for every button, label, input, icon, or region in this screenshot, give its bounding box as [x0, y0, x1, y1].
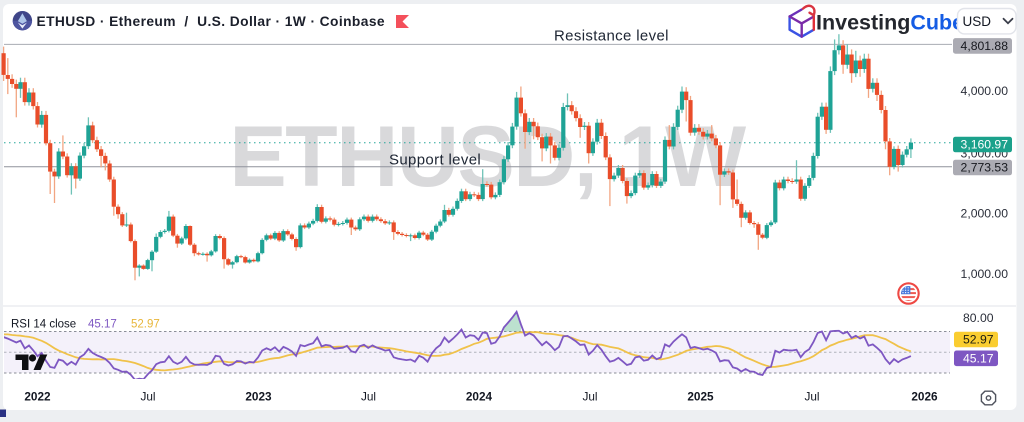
svg-text:Jul: Jul	[361, 390, 376, 404]
svg-text:3,160.97: 3,160.97	[961, 138, 1009, 152]
svg-text:52.97: 52.97	[963, 333, 994, 347]
svg-text:1,000.00: 1,000.00	[961, 267, 1009, 281]
svg-text:52.97: 52.97	[131, 319, 160, 331]
svg-text:Jul: Jul	[804, 390, 819, 404]
svg-text:Jul: Jul	[140, 390, 155, 404]
svg-text:2,000.00: 2,000.00	[961, 206, 1009, 220]
svg-text:2,773.53: 2,773.53	[961, 161, 1009, 175]
svg-text:Jul: Jul	[582, 390, 597, 404]
svg-text:2024: 2024	[466, 390, 493, 404]
svg-text:4,801.88: 4,801.88	[961, 39, 1009, 53]
svg-text:4,000.00: 4,000.00	[961, 84, 1009, 98]
svg-text:2022: 2022	[24, 390, 51, 404]
svg-text:45.17: 45.17	[963, 352, 994, 366]
svg-text:ETHUSD, 1W: ETHUSD, 1W	[229, 109, 747, 205]
svg-text:80.00: 80.00	[963, 311, 994, 325]
svg-text:USD: USD	[963, 14, 992, 29]
svg-text:RSI 14 close: RSI 14 close	[11, 319, 76, 331]
svg-text:2023: 2023	[245, 390, 272, 404]
svg-text:45.17: 45.17	[88, 319, 117, 331]
svg-text:ETHUSD · Ethereum / U.S. Dol: ETHUSD · Ethereum / U.S. Dollar · 1W · C…	[37, 14, 385, 29]
svg-text:InvestingCube: InvestingCube	[816, 11, 964, 35]
svg-text:2026: 2026	[911, 390, 938, 404]
svg-text:Support level: Support level	[389, 152, 481, 169]
svg-text:Resistance level: Resistance level	[554, 28, 669, 45]
svg-text:2025: 2025	[687, 390, 714, 404]
